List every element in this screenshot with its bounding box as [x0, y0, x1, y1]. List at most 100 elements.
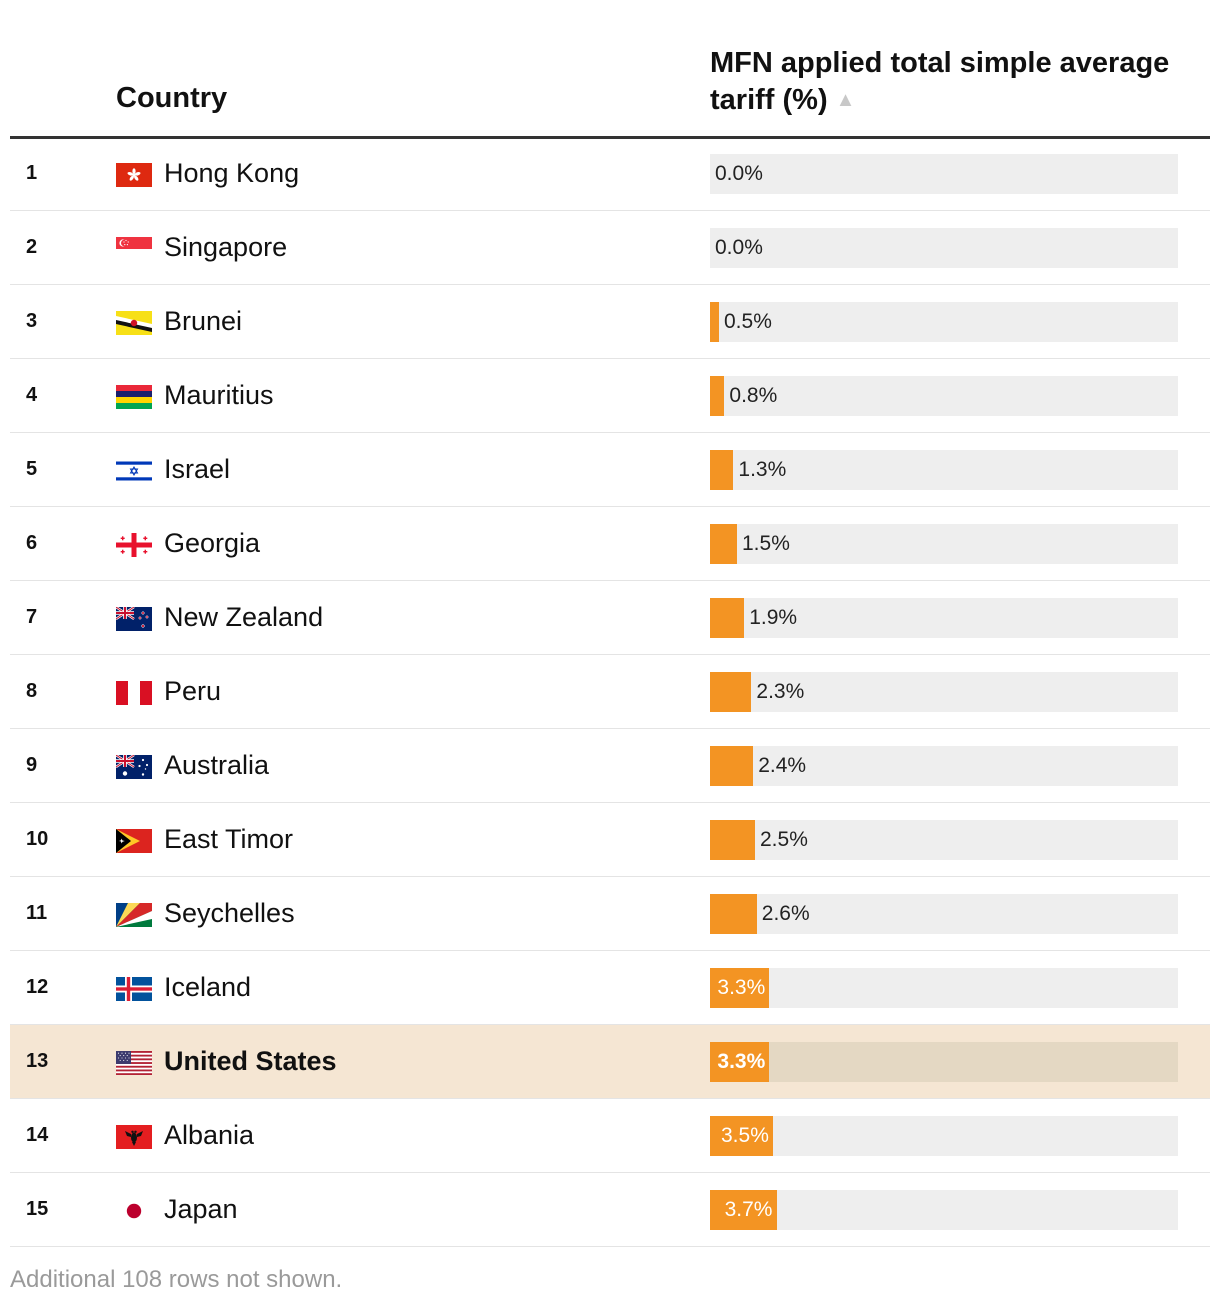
- table-row: 4 Mauritius 0.8%: [10, 359, 1210, 433]
- bar-track: 0.0%: [710, 228, 1178, 268]
- tariff-value-label: 3.5%: [721, 1124, 769, 1147]
- table-row: 6 Georgia 1.5%: [10, 507, 1210, 581]
- table-row: 5 Israel 1.3%: [10, 433, 1210, 507]
- bar-track: 0.0%: [710, 154, 1178, 194]
- tariff-bar: [710, 672, 752, 712]
- tariff-value-label: 0.0%: [715, 162, 763, 185]
- tariff-bar: [710, 524, 737, 564]
- israel-flag-icon: [116, 459, 152, 483]
- georgia-flag-graphic: [116, 533, 152, 557]
- tariff-value-label: 2.5%: [760, 828, 808, 851]
- rank-number: 6: [26, 532, 38, 554]
- mauritius-flag-graphic: [116, 385, 152, 409]
- country-name: Australia: [164, 750, 270, 780]
- israel-flag-graphic: [116, 459, 152, 483]
- tariff-bar: [710, 1042, 770, 1082]
- bar-track: 3.5%: [710, 1116, 1178, 1156]
- tariff-value-label: 1.3%: [738, 458, 787, 481]
- united-states-flag-graphic: [116, 1051, 152, 1075]
- new-zealand-flag-icon: [116, 607, 152, 631]
- rank-number: 9: [26, 754, 38, 776]
- tariff-value-label: 0.5%: [724, 310, 772, 333]
- tariff-value-label: 3.7%: [724, 1198, 773, 1221]
- seychelles-flag-graphic: [116, 903, 152, 927]
- united-states-flag-icon: [116, 1051, 152, 1075]
- rank-number: 5: [26, 458, 38, 480]
- tariff-bar: [710, 1190, 777, 1230]
- country-name: New Zealand: [164, 602, 324, 632]
- rank-number: 3: [26, 310, 38, 332]
- column-header-tariff-label: MFN applied total simple average tariff …: [710, 47, 1170, 116]
- table-row: 1 Hong Kong 0.0%: [10, 137, 1210, 211]
- bar-track: 0.5%: [710, 302, 1178, 342]
- table-row: 12 Iceland 3.3%: [10, 951, 1210, 1025]
- mauritius-flag-icon: [116, 385, 152, 409]
- table-row: 11 Seychelles 2.6%: [10, 877, 1210, 951]
- rank-number: 12: [26, 976, 49, 998]
- albania-flag-icon: [116, 1125, 152, 1149]
- bar-track: 1.3%: [710, 450, 1178, 490]
- japan-flag-icon: [116, 1199, 152, 1223]
- table-row: 8 Peru 2.3%: [10, 655, 1210, 729]
- hong-kong-flag-icon: [116, 163, 152, 187]
- tariff-value-label: 0.0%: [715, 236, 763, 259]
- tariff-bar: [710, 894, 757, 934]
- tariff-bar: [710, 302, 719, 342]
- country-name: Seychelles: [164, 898, 295, 928]
- country-name: Albania: [164, 1120, 255, 1150]
- table-row: 3 Brunei 0.5%: [10, 285, 1210, 359]
- tariff-bar: [710, 820, 755, 860]
- australia-flag-graphic: [116, 755, 152, 779]
- tariff-bar: [710, 1116, 773, 1156]
- table-row: 14 Albania 3.5%: [10, 1099, 1210, 1173]
- bar-track: 3.7%: [710, 1190, 1178, 1230]
- rank-number: 8: [26, 680, 38, 702]
- seychelles-flag-icon: [116, 903, 152, 927]
- tariff-value-label: 0.8%: [729, 384, 778, 407]
- tariff-value-label: 1.5%: [742, 532, 790, 555]
- new-zealand-flag-graphic: [116, 607, 152, 631]
- table-row: 2 Singapore 0.0%: [10, 211, 1210, 285]
- table-body: 1 Hong Kong 0.0% 2 Singapore 0.0% 3 Brunei 0.5% 4…: [10, 137, 1210, 1247]
- country-name: Israel: [164, 454, 231, 484]
- country-name: Singapore: [164, 232, 288, 262]
- rank-number: 4: [26, 384, 38, 406]
- country-name: United States: [164, 1046, 337, 1076]
- east-timor-flag-icon: [116, 829, 152, 853]
- bar-track: 2.4%: [710, 746, 1178, 786]
- iceland-flag-icon: [116, 977, 152, 1001]
- bar-track: 3.3%: [710, 968, 1178, 1008]
- rank-number: 14: [26, 1124, 49, 1146]
- column-header-country[interactable]: Country: [116, 82, 228, 114]
- brunei-flag-graphic: [116, 311, 152, 335]
- footnote: Additional 108 rows not shown.: [10, 1266, 343, 1293]
- australia-flag-icon: [116, 755, 152, 779]
- column-header-tariff[interactable]: MFN applied total simple average tariff …: [710, 45, 1200, 119]
- hong-kong-flag-graphic: [116, 163, 152, 187]
- tariff-value-label: 2.6%: [761, 902, 810, 925]
- albania-flag-graphic: [116, 1125, 152, 1149]
- peru-flag-graphic: [116, 681, 152, 705]
- rank-number: 1: [26, 162, 38, 184]
- japan-flag-graphic: [116, 1199, 152, 1223]
- tariff-value-label: 3.3%: [717, 976, 766, 999]
- bar-track: 0.8%: [710, 376, 1178, 416]
- country-name: Iceland: [164, 972, 252, 1002]
- tariff-value-label: 2.4%: [758, 754, 807, 777]
- rank-number: 13: [26, 1050, 49, 1072]
- tariff-bar: [710, 450, 734, 490]
- tariff-value-label: 1.9%: [749, 606, 798, 629]
- country-name: Georgia: [164, 528, 261, 558]
- east-timor-flag-graphic: [116, 829, 152, 853]
- tariff-bar: [710, 968, 770, 1008]
- singapore-flag-graphic: [116, 237, 152, 261]
- georgia-flag-icon: [116, 533, 152, 557]
- table-row: 10 East Timor 2.5%: [10, 803, 1210, 877]
- table-row: 9 Australia 2.4%: [10, 729, 1210, 803]
- bar-track: 3.3%: [710, 1042, 1178, 1082]
- tariff-value-label: 3.3%: [717, 1050, 766, 1073]
- country-name: East Timor: [164, 824, 294, 854]
- table-row: 7 New Zealand 1.9%: [10, 581, 1210, 655]
- singapore-flag-icon: [116, 237, 152, 261]
- rank-number: 2: [26, 236, 38, 258]
